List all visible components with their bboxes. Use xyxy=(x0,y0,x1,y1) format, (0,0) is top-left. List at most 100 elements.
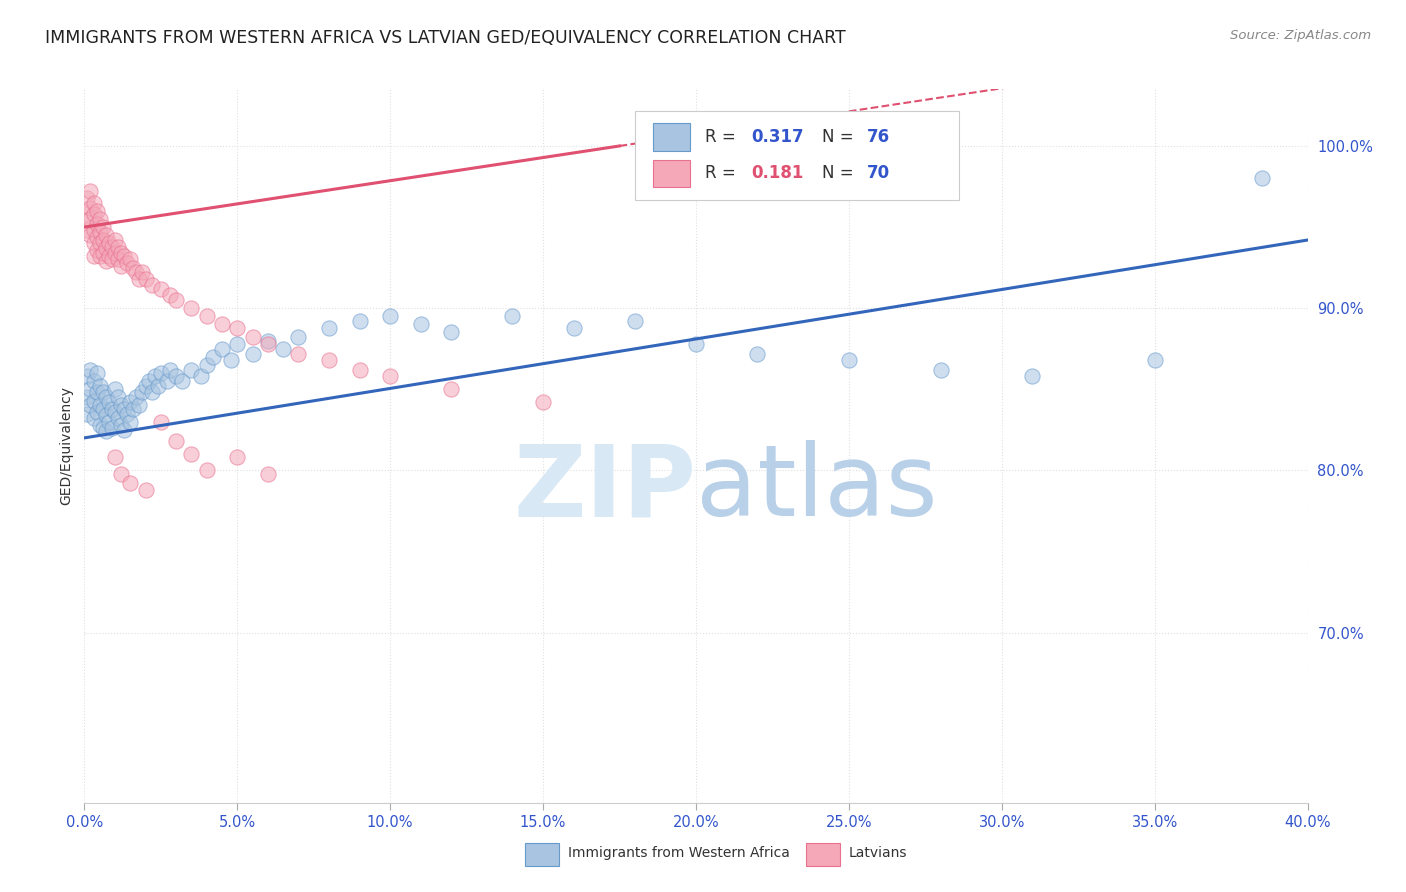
Point xyxy=(211,318,233,332)
Point xyxy=(146,379,169,393)
Point xyxy=(112,401,135,416)
Point xyxy=(94,390,117,404)
Point xyxy=(149,282,172,296)
Point xyxy=(380,310,402,324)
Text: R =: R = xyxy=(704,128,741,146)
Point xyxy=(89,236,111,251)
Point xyxy=(79,228,101,243)
Point xyxy=(110,467,132,481)
Point xyxy=(83,249,105,263)
Point xyxy=(104,382,127,396)
Point xyxy=(409,318,432,332)
Point xyxy=(120,415,142,429)
Text: N =: N = xyxy=(823,164,859,182)
Point xyxy=(226,336,249,351)
Point xyxy=(83,207,105,221)
Text: N =: N = xyxy=(823,128,859,146)
Point xyxy=(219,353,242,368)
Point xyxy=(929,363,952,377)
Point xyxy=(107,239,129,253)
Point xyxy=(104,450,127,465)
Point xyxy=(86,385,108,400)
Text: IMMIGRANTS FROM WESTERN AFRICA VS LATVIAN GED/EQUIVALENCY CORRELATION CHART: IMMIGRANTS FROM WESTERN AFRICA VS LATVIA… xyxy=(45,29,846,46)
Text: R =: R = xyxy=(704,164,741,182)
Point xyxy=(97,395,120,409)
Point xyxy=(83,374,105,388)
Point xyxy=(76,369,98,384)
Bar xyxy=(654,160,690,187)
Point xyxy=(110,399,132,413)
Point xyxy=(91,233,114,247)
Point xyxy=(380,369,402,384)
Point xyxy=(271,342,294,356)
Point xyxy=(107,411,129,425)
Point xyxy=(104,233,127,247)
Point xyxy=(94,408,117,422)
Point xyxy=(440,382,463,396)
Point xyxy=(141,278,163,293)
Point xyxy=(83,393,105,408)
Point xyxy=(125,265,148,279)
Point xyxy=(125,390,148,404)
Point xyxy=(747,346,769,360)
Point xyxy=(122,401,145,416)
Point xyxy=(149,366,172,380)
Point xyxy=(838,353,860,368)
Point xyxy=(149,415,172,429)
Point xyxy=(97,415,120,429)
Point xyxy=(110,417,132,432)
Point xyxy=(94,254,117,268)
Point xyxy=(195,463,218,477)
Point xyxy=(107,390,129,404)
Point xyxy=(242,330,264,344)
Point xyxy=(143,369,166,384)
Point xyxy=(180,363,202,377)
Point xyxy=(349,314,371,328)
Point xyxy=(531,395,554,409)
Point xyxy=(165,369,187,384)
Point xyxy=(1143,353,1166,368)
Y-axis label: GED/Equivalency: GED/Equivalency xyxy=(59,386,73,506)
Point xyxy=(94,425,117,439)
Point xyxy=(79,185,101,199)
Bar xyxy=(654,123,690,151)
Point xyxy=(138,374,160,388)
Point xyxy=(120,476,142,491)
Point xyxy=(91,246,114,260)
Point xyxy=(502,310,524,324)
Point xyxy=(101,239,124,253)
Point xyxy=(79,211,101,226)
Point xyxy=(79,382,101,396)
Point xyxy=(101,401,124,416)
Point xyxy=(172,374,194,388)
Point xyxy=(107,252,129,267)
Point xyxy=(97,236,120,251)
Bar xyxy=(806,843,841,865)
Point xyxy=(242,346,264,360)
Point xyxy=(128,272,150,286)
Point xyxy=(141,385,163,400)
Point xyxy=(91,220,114,235)
Point xyxy=(76,207,98,221)
Text: 70: 70 xyxy=(868,164,890,182)
Point xyxy=(159,363,181,377)
Point xyxy=(86,366,108,380)
Point xyxy=(104,246,127,260)
Point xyxy=(131,385,153,400)
Point xyxy=(156,374,179,388)
Point xyxy=(226,450,249,465)
Point xyxy=(89,225,111,239)
Point xyxy=(115,256,138,270)
Point xyxy=(135,272,157,286)
Point xyxy=(83,236,105,251)
Text: 0.181: 0.181 xyxy=(751,164,803,182)
Point xyxy=(122,260,145,275)
Point xyxy=(89,211,111,226)
Point xyxy=(76,390,98,404)
Point xyxy=(86,243,108,257)
Point xyxy=(190,369,212,384)
Point xyxy=(440,326,463,340)
Point xyxy=(83,195,105,210)
FancyBboxPatch shape xyxy=(636,111,959,200)
Point xyxy=(89,399,111,413)
